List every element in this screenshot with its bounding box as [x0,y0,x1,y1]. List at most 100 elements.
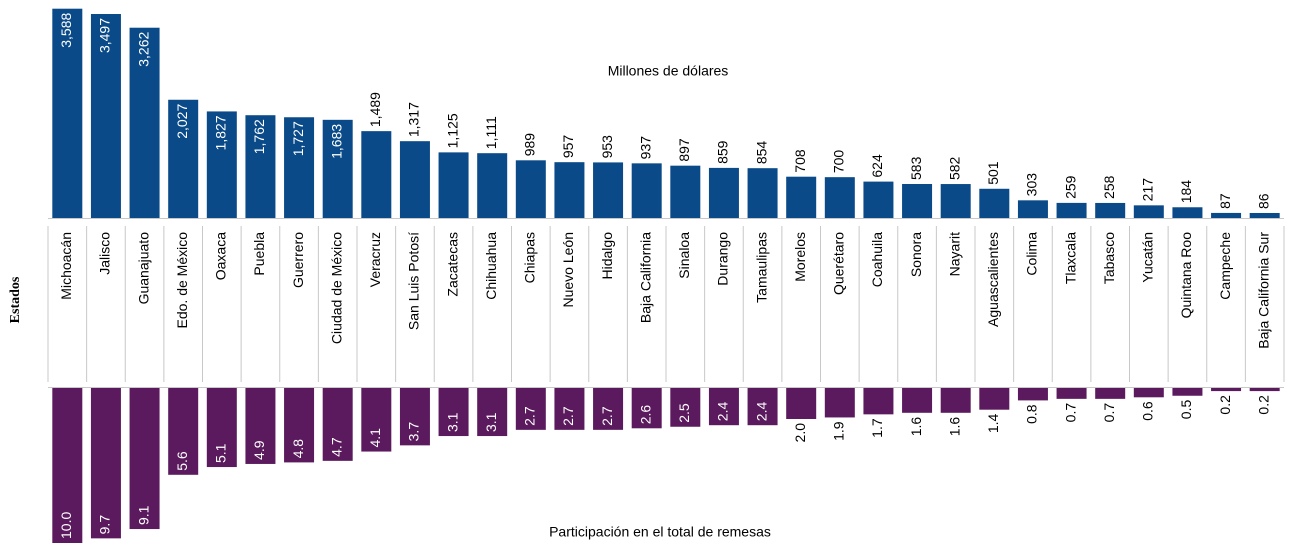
bar [1133,205,1164,218]
value-label: 501 [985,161,1001,185]
value-label: 708 [792,149,808,173]
bar [129,388,160,530]
value-label: 0.6 [1140,401,1156,421]
value-label: 87 [1217,193,1233,209]
x-tick-label: Campeche [1217,232,1233,300]
bar [284,117,315,218]
value-label: 859 [715,140,731,164]
bar [206,388,237,468]
value-label: 2.4 [753,402,769,422]
value-label: 0.2 [1217,395,1233,415]
bar [1211,212,1242,218]
value-label: 1,727 [290,121,306,156]
value-label: 582 [946,156,962,180]
x-tick-label: Hidalgo [599,232,615,280]
series-title: Millones de dólares [608,63,729,79]
bar [399,141,430,218]
value-label: 700 [831,150,847,174]
value-label: 2.5 [676,403,692,423]
value-label: 1,125 [444,113,460,148]
bar [593,162,624,218]
bar [863,181,894,218]
bar [399,388,430,446]
value-label: 9.1 [135,505,151,525]
value-label: 0.7 [1101,403,1117,423]
bar [747,168,778,218]
bar [1056,388,1087,399]
bar [863,388,894,415]
x-tick-label: Sinaloa [676,232,692,279]
x-tick-label: Morelos [792,232,808,282]
bar [1095,202,1126,218]
bar [245,115,276,218]
bar [322,388,353,461]
bar [515,160,546,218]
value-label: 4.7 [328,437,344,457]
x-tick-label: Aguascalientes [985,232,1001,327]
value-label: 624 [869,154,885,178]
bar [361,388,392,452]
bar [786,388,817,419]
value-label: 4.1 [367,428,383,448]
bar [438,388,469,437]
bar [902,388,933,413]
bar [631,388,662,429]
bar [940,184,971,218]
value-label: 217 [1140,178,1156,202]
x-tick-label: Guanajuato [135,232,151,305]
x-tick-label: Ciudad de México [328,232,344,344]
value-label: 1,111 [483,116,499,149]
bar [206,111,237,218]
bar [1133,388,1164,398]
x-tick-label: Zacatecas [444,232,460,297]
x-tick-label: Durango [715,232,731,286]
bar [1211,388,1242,392]
value-label: 2.7 [560,406,576,426]
x-tick-label: Quintana Roo [1178,232,1194,319]
value-label: 10.0 [58,512,74,539]
value-label: 1,317 [406,102,422,137]
x-tick-label: Puebla [251,232,267,276]
bar [979,188,1010,218]
bar [52,8,83,219]
value-label: 2.0 [792,423,808,443]
bar [515,388,546,430]
x-tick-label: Colima [1024,232,1040,276]
bar [361,131,392,218]
bar [708,167,739,218]
series-title: Participación en el total de remesas [549,524,771,540]
x-tick-label: Nayarit [946,232,962,276]
value-label: 953 [599,135,615,159]
value-label: 0.2 [1255,395,1271,415]
value-label: 1,683 [328,124,344,159]
value-label: 3,497 [97,18,113,53]
value-label: 1,489 [367,92,383,127]
bar [940,388,971,413]
bar [824,388,855,418]
x-tick-label: Yucatán [1140,232,1156,283]
bar [670,165,701,218]
bar [168,99,199,218]
bar [52,388,83,543]
x-tick-label: Edo. de México [174,232,190,329]
value-label: 5.1 [213,443,229,463]
x-tick-label: Veracruz [367,232,383,287]
value-label: 1.7 [869,418,885,438]
x-tick-label: Michoacán [58,232,74,300]
bar [786,176,817,218]
bar [245,388,276,464]
value-label: 259 [1062,175,1078,199]
bar [322,119,353,218]
value-label: 1,762 [251,119,267,154]
bar [1095,388,1126,399]
value-label: 1.6 [946,417,962,437]
x-tick-label: Querétaro [831,232,847,295]
value-label: 258 [1101,175,1117,199]
value-label: 3.1 [483,412,499,432]
bar [554,388,585,430]
bar [824,177,855,218]
bar [1249,388,1280,392]
x-tick-label: Chihuahua [483,232,499,300]
bar [631,163,662,218]
value-label: 3.7 [406,422,422,442]
